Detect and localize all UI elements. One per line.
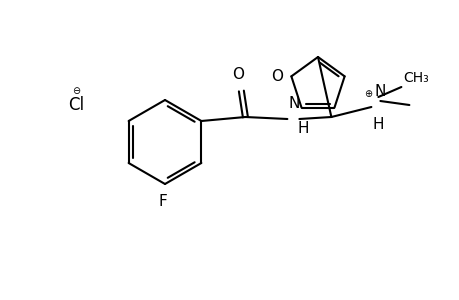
Text: F: F xyxy=(158,194,167,209)
Text: CH₃: CH₃ xyxy=(403,71,428,85)
Text: O: O xyxy=(271,69,283,84)
Text: N: N xyxy=(288,96,299,111)
Text: H: H xyxy=(297,121,308,136)
Text: O: O xyxy=(232,67,244,82)
Text: N: N xyxy=(374,84,385,99)
Text: Cl: Cl xyxy=(68,96,84,114)
Text: ⊕: ⊕ xyxy=(364,89,372,99)
Text: ⊖: ⊖ xyxy=(72,86,80,96)
Text: H: H xyxy=(372,117,383,132)
